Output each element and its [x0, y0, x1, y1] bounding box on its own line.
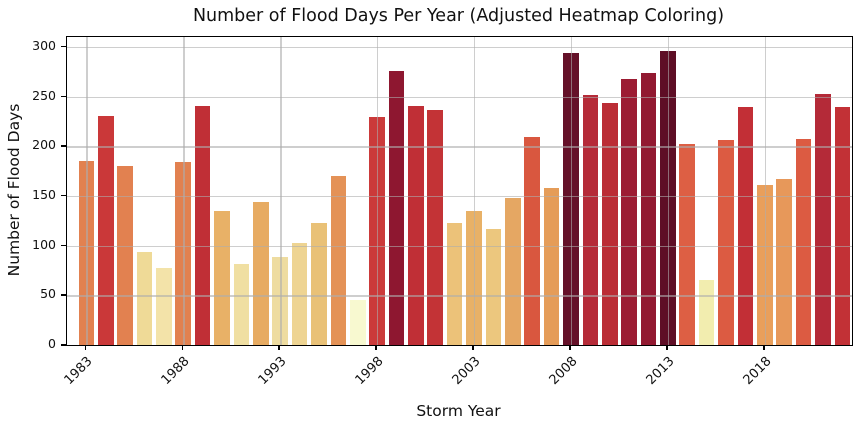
bar-1990	[214, 210, 230, 345]
bar-2012	[640, 72, 657, 345]
gridline-x-2013	[667, 37, 670, 345]
bar-2007	[543, 188, 560, 345]
bar-2006	[524, 137, 540, 345]
y-tick-label-0: 0	[48, 336, 56, 351]
bar-1996	[330, 176, 347, 345]
y-tick-label-50: 50	[40, 286, 56, 302]
y-tick-mark-50	[61, 294, 66, 296]
y-tick-label-250: 250	[32, 87, 56, 103]
gridline-y-250	[67, 96, 852, 98]
bar-2010	[601, 102, 618, 345]
x-tick-label-2003: 2003	[449, 354, 484, 389]
bar-1989	[194, 105, 211, 345]
x-tick-mark-2013	[666, 345, 668, 350]
x-tick-label-1988: 1988	[158, 354, 193, 389]
y-axis-label: Number of Flood Days	[5, 103, 23, 277]
y-tick-mark-250	[61, 95, 66, 98]
x-tick-mark-2008	[569, 345, 571, 350]
bar-1995	[311, 222, 327, 345]
y-tick-mark-0	[61, 344, 66, 346]
x-tick-mark-2018	[763, 345, 765, 350]
bar-2009	[582, 94, 599, 345]
bar-2001	[427, 109, 444, 345]
bar-2004	[485, 228, 502, 345]
gridline-x-1988	[183, 37, 185, 345]
x-tick-label-2008: 2008	[546, 354, 581, 389]
gridline-y-100	[67, 245, 852, 247]
bar-2022	[834, 106, 851, 345]
y-tick-mark-150	[61, 194, 66, 197]
bar-2015	[698, 280, 715, 345]
gridline-x-1998	[377, 37, 379, 345]
bar-1994	[291, 242, 308, 345]
x-tick-mark-2003	[472, 345, 474, 350]
x-axis-label: Storm Year	[416, 402, 501, 420]
gridline-y-150	[67, 195, 852, 198]
y-tick-label-200: 200	[32, 137, 56, 153]
bar-2000	[408, 105, 424, 345]
bar-2016	[718, 140, 734, 345]
chart-title: Number of Flood Days Per Year (Adjusted …	[192, 6, 725, 26]
gridline-x-1993	[280, 37, 282, 345]
gridline-y-50	[67, 295, 852, 297]
x-tick-mark-1993	[278, 345, 280, 350]
gridline-y-200	[67, 146, 852, 148]
gridline-y-300	[67, 46, 852, 49]
x-tick-label-1993: 1993	[255, 354, 290, 389]
bar-1991	[233, 263, 250, 345]
plot-area	[66, 36, 853, 346]
y-tick-label-300: 300	[32, 37, 56, 53]
gridline-x-1983	[86, 37, 88, 345]
bar-2002	[446, 222, 463, 345]
bar-2005	[505, 197, 521, 345]
x-tick-label-2013: 2013	[643, 354, 678, 389]
y-tick-mark-300	[61, 45, 66, 48]
x-tick-label-1998: 1998	[352, 354, 387, 389]
x-tick-mark-1988	[181, 345, 184, 350]
bar-2019	[776, 179, 792, 345]
bar-2014	[679, 144, 696, 345]
bar-1986	[136, 251, 153, 345]
bar-2020	[795, 139, 812, 345]
bar-2021	[815, 93, 831, 345]
gridline-x-2008	[570, 37, 573, 345]
bar-1992	[253, 201, 269, 345]
x-tick-mark-1998	[375, 345, 377, 350]
bar-1999	[388, 70, 405, 345]
y-tick-mark-100	[61, 244, 66, 247]
x-tick-label-2018: 2018	[740, 354, 775, 389]
bar-2017	[737, 106, 754, 345]
bar-1987	[156, 267, 172, 345]
y-tick-label-150: 150	[32, 186, 56, 202]
bar-1997	[349, 300, 366, 345]
x-tick-label-1983: 1983	[61, 354, 96, 389]
x-tick-mark-1983	[84, 345, 87, 350]
gridline-x-2003	[474, 37, 476, 345]
bar-1985	[117, 166, 133, 345]
gridline-x-2018	[764, 37, 767, 345]
bar-2011	[621, 78, 637, 345]
bar-1984	[97, 115, 114, 345]
y-tick-label-100: 100	[32, 236, 56, 252]
y-tick-mark-200	[61, 145, 66, 147]
